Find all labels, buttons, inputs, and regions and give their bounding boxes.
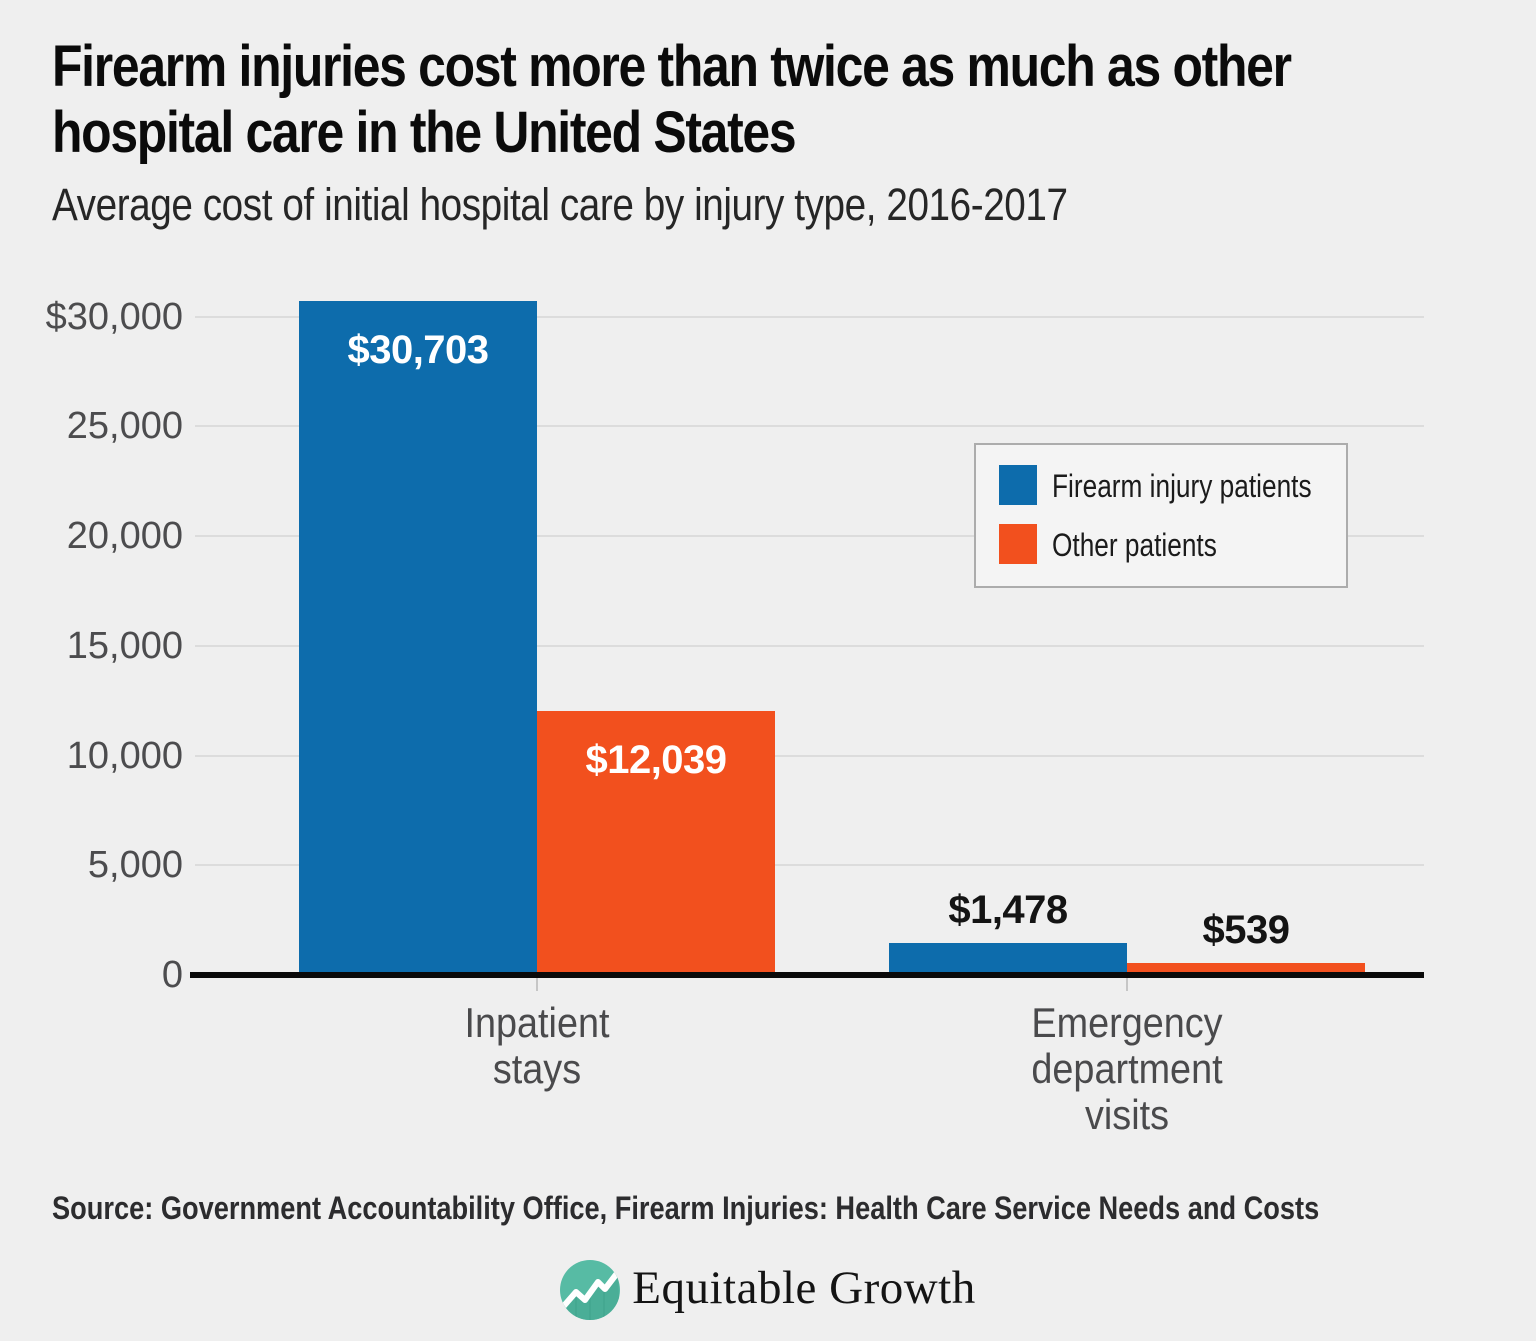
x-axis-baseline	[190, 972, 1424, 978]
logo-wordmark: Equitable Growth	[632, 1262, 976, 1314]
legend: Firearm injury patients Other patients	[974, 443, 1348, 588]
bar-other-0	[537, 710, 775, 975]
gridline	[195, 535, 1424, 538]
bar-value-label: $12,039	[585, 737, 727, 782]
bar-value-label: $1,478	[948, 887, 1068, 932]
x-axis-category-label: Inpatient stays	[464, 999, 610, 1092]
y-axis-label: 25,000	[66, 405, 183, 448]
x-axis-tick	[536, 978, 538, 991]
bar-firearm-0	[299, 301, 537, 975]
chart-subtitle: Average cost of initial hospital care by…	[52, 179, 1068, 230]
logo: Equitable Growth	[0, 1252, 1536, 1328]
y-axis-label: $30,000	[45, 295, 183, 338]
gridline	[195, 425, 1424, 428]
bar-value-label: $539	[1202, 908, 1290, 953]
x-axis-category-label: Emergency department visits	[1031, 999, 1223, 1138]
legend-label: Other patients	[1052, 527, 1217, 563]
legend-label: Firearm injury patients	[1052, 468, 1312, 504]
y-axis-label: 20,000	[66, 515, 183, 558]
gridline	[195, 754, 1424, 757]
logo-mark-icon	[560, 1260, 621, 1320]
source-note: Source: Government Accountability Office…	[52, 1190, 1320, 1226]
x-axis-tick	[1126, 978, 1128, 991]
gridline	[195, 864, 1424, 867]
y-axis-label: 10,000	[66, 734, 183, 777]
chart-title: Firearm injuries cost more than twice as…	[52, 34, 1292, 165]
gridline	[195, 644, 1424, 647]
y-axis-label: 5,000	[87, 844, 183, 887]
gridline	[195, 315, 1424, 318]
legend-swatch-icon	[999, 465, 1037, 505]
bar-value-label: $30,703	[347, 328, 489, 373]
y-axis-label: 15,000	[66, 624, 183, 667]
y-axis-label: 0	[161, 954, 183, 996]
bar-other-1	[1127, 963, 1365, 975]
bar-firearm-1	[889, 942, 1127, 975]
legend-swatch-icon	[999, 524, 1037, 564]
